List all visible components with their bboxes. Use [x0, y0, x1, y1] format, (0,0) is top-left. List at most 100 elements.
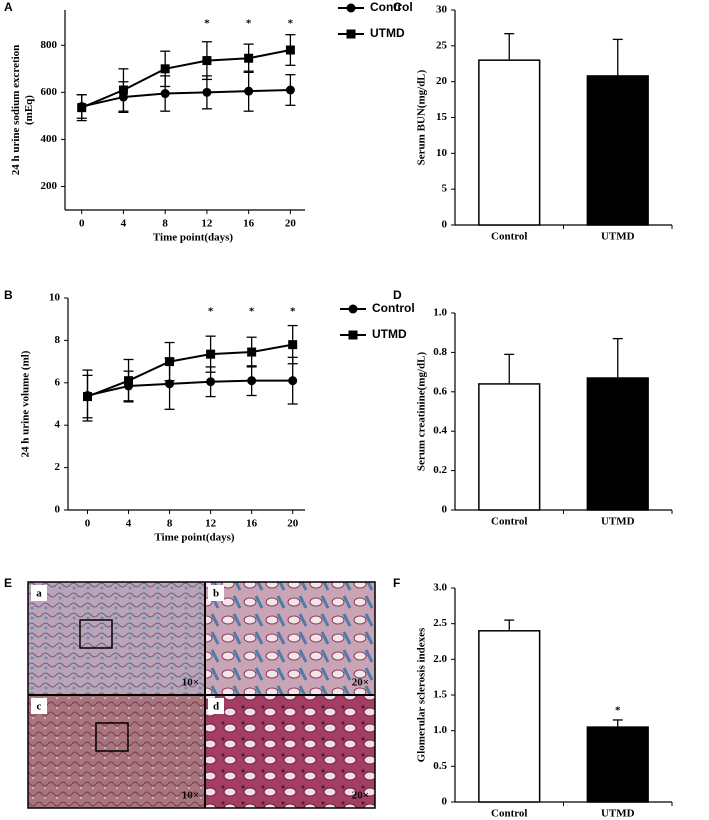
legend-label: Control [372, 301, 415, 315]
bar [586, 75, 649, 226]
y-axis-label: Serum BUN(mg/dL) [416, 69, 428, 165]
y-tick-label: 1.0 [433, 724, 447, 736]
y-tick-label: 10 [436, 147, 448, 159]
y-tick-label: 2.0 [433, 653, 447, 665]
x-tick-label: 20 [285, 218, 297, 230]
y-tick-label: 0.4 [433, 425, 447, 437]
marker [206, 349, 216, 359]
line [81, 49, 291, 109]
panel-label: B [4, 288, 13, 302]
x-tick-label: UTMD [601, 808, 635, 820]
marker [288, 340, 298, 350]
y-tick-label: 200 [41, 180, 58, 192]
histology-panel: E a 10× b 20× c 10× d 20× [4, 576, 376, 809]
annotation: * [208, 306, 214, 318]
marker [165, 379, 175, 389]
y-axis-label: 24 h urine volume (ml) [20, 350, 32, 457]
marker [118, 85, 128, 95]
marker [247, 376, 257, 386]
bar [478, 59, 541, 226]
marker [244, 86, 254, 96]
image-label: b [213, 588, 219, 600]
y-tick-label: 800 [41, 39, 58, 51]
x-tick-label: 12 [201, 218, 213, 230]
legend-label: Control [370, 0, 413, 14]
zoom-box [79, 619, 113, 649]
y-axis-label: Glomerular sclerosis indexes [416, 627, 428, 762]
x-tick-label: 4 [126, 518, 132, 530]
line [81, 89, 291, 108]
panel-label: F [393, 576, 400, 590]
y-tick-label: 5 [442, 183, 448, 195]
y-tick-label: 0.6 [433, 385, 447, 397]
image-label: a [36, 588, 42, 600]
y-tick-label: 10 [49, 292, 61, 304]
y-tick-label: 400 [41, 133, 58, 145]
marker [202, 87, 212, 97]
magnification: 10× [182, 790, 199, 802]
x-tick-label: 20 [287, 518, 299, 530]
label-box [208, 698, 224, 714]
y-tick-label: 0.8 [433, 346, 447, 358]
marker [285, 45, 295, 55]
annotation: * [615, 704, 621, 716]
marker [165, 357, 175, 367]
y-tick-label: 4 [55, 419, 61, 431]
y-tick-label: 0.5 [433, 760, 447, 772]
magnification: 20× [352, 677, 369, 689]
image [205, 695, 375, 808]
x-tick-label: 0 [85, 518, 91, 530]
x-tick-label: 8 [162, 218, 168, 230]
legend-marker [348, 330, 358, 340]
y-tick-label: 8 [55, 334, 61, 346]
panel-label: E [4, 576, 12, 590]
magnification: 20× [352, 790, 369, 802]
y-tick-label: 2 [55, 461, 61, 473]
image [205, 582, 375, 695]
y-axis-label: 24 h urine sodium excretion [10, 45, 22, 176]
marker [247, 347, 257, 357]
y-axis-label: (mEq) [23, 95, 35, 125]
marker [160, 64, 170, 74]
y-tick-label: 600 [41, 86, 58, 98]
legend-label: UTMD [370, 26, 405, 40]
annotation: * [246, 18, 252, 30]
x-tick-label: UTMD [601, 516, 635, 528]
bar [586, 377, 649, 511]
marker [288, 376, 298, 386]
legend-marker [346, 29, 356, 39]
marker [160, 89, 170, 99]
bar [586, 726, 649, 803]
legend-marker [348, 304, 358, 314]
legend-label: UTMD [372, 327, 407, 341]
panel-label: A [4, 0, 13, 14]
label-box [31, 585, 47, 601]
image [28, 582, 205, 695]
x-tick-label: 16 [246, 518, 258, 530]
x-tick-label: Control [491, 516, 527, 528]
panel-label: D [393, 288, 402, 302]
x-tick-label: 4 [121, 218, 127, 230]
y-tick-label: 0 [442, 219, 448, 231]
marker [285, 85, 295, 95]
x-axis-label: Time point(days) [153, 232, 234, 244]
bar [478, 383, 541, 511]
marker [124, 376, 134, 386]
y-tick-label: 2.5 [433, 617, 447, 629]
y-tick-label: 0 [442, 504, 448, 516]
y-tick-label: 1.0 [433, 307, 447, 319]
x-tick-label: UTMD [601, 231, 635, 243]
x-tick-label: 12 [205, 518, 217, 530]
line [87, 379, 293, 397]
marker [82, 392, 92, 402]
panel-label: C [393, 0, 402, 14]
y-tick-label: 0 [442, 796, 448, 808]
y-tick-label: 3.0 [433, 582, 447, 594]
annotation: * [288, 18, 294, 30]
x-tick-label: 16 [243, 218, 255, 230]
y-tick-label: 15 [436, 111, 448, 123]
x-tick-label: 8 [167, 518, 173, 530]
marker [77, 103, 87, 113]
y-tick-label: 6 [55, 376, 61, 388]
